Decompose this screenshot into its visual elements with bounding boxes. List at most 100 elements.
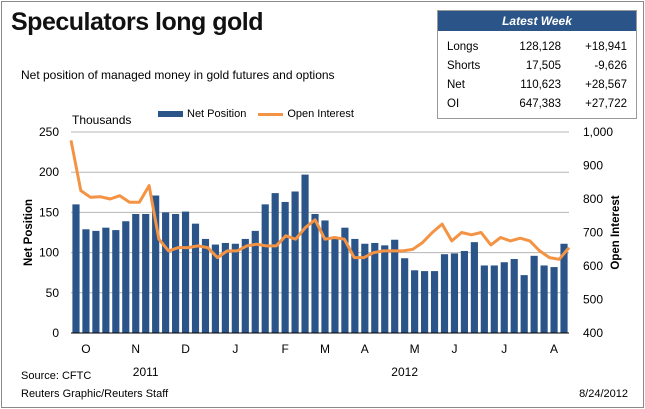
bar	[520, 275, 528, 333]
source-note: Source: CFTC	[21, 370, 92, 382]
bar	[560, 243, 568, 333]
y-right-tick-label: 400	[583, 326, 603, 340]
bar	[291, 191, 299, 333]
chart-subtitle: Net position of managed money in gold fu…	[21, 68, 335, 82]
bar	[341, 227, 349, 333]
bar	[221, 242, 229, 333]
y-right-tick-label: 800	[583, 192, 603, 206]
x-year-label: 2012	[391, 365, 418, 379]
latest-week-title: Latest Week	[438, 11, 636, 31]
bar	[430, 271, 439, 333]
bar	[162, 212, 170, 333]
row-label: OI	[447, 97, 460, 110]
bar	[181, 211, 190, 333]
row-value: 17,505	[525, 59, 561, 72]
bar	[142, 214, 150, 333]
x-month-label: J	[451, 342, 457, 356]
bar	[191, 223, 200, 333]
bar	[450, 253, 459, 333]
bar	[281, 201, 289, 333]
y-right-tick-label: 900	[583, 159, 603, 173]
credit-note: Reuters Graphic/Reuters Staff	[21, 388, 169, 400]
row-value: 128,128	[519, 40, 561, 53]
bar	[510, 259, 518, 333]
y-left-tick-label: 150	[39, 205, 59, 219]
bar	[122, 221, 130, 333]
bar	[92, 230, 100, 333]
row-value: 647,383	[519, 97, 561, 110]
bar	[391, 239, 399, 333]
units-label: Thousands	[72, 113, 132, 127]
bar	[460, 250, 469, 333]
bar	[371, 242, 379, 333]
y-right-tick-label: 700	[583, 226, 603, 240]
bar	[251, 230, 259, 333]
bar	[171, 214, 180, 333]
bar	[540, 265, 548, 333]
latest-week-row: Net 110,623 +28,567	[438, 75, 627, 94]
legend-bar-swatch	[158, 111, 183, 117]
y-right-tick-label: 600	[583, 259, 603, 273]
latest-week-table: Longs 128,128 +18,941 Shorts 17,505 -9,6…	[438, 37, 627, 113]
bar	[311, 214, 319, 333]
bar	[241, 238, 249, 333]
legend-open-interest: Open Interest	[287, 108, 354, 120]
legend-net-position: Net Position	[187, 108, 247, 120]
x-month-label: O	[81, 342, 90, 356]
x-month-label: N	[131, 342, 140, 356]
bar	[480, 265, 488, 333]
bar	[411, 270, 419, 333]
legend: Net Position Open Interest	[158, 108, 354, 120]
bar	[381, 245, 389, 333]
latest-week-row: Longs 128,128 +18,941	[438, 37, 627, 56]
latest-week-row: OI 647,383 +27,722	[438, 94, 627, 113]
y-left-tick-label: 100	[39, 246, 59, 260]
row-value: 110,623	[520, 78, 561, 91]
bar	[201, 238, 210, 333]
bar	[440, 254, 449, 333]
latest-week-box: Latest Week Longs 128,128 +18,941 Shorts…	[437, 10, 637, 119]
publish-date: 8/24/2012	[579, 388, 628, 400]
open-interest-line	[69, 140, 571, 261]
row-label: Shorts	[447, 59, 481, 72]
row-change: +28,567	[585, 78, 627, 91]
x-month-label: J	[232, 342, 238, 356]
bar	[271, 193, 279, 333]
chart-title: Speculators long gold	[11, 8, 264, 36]
bar	[490, 265, 498, 333]
row-label: Net	[447, 78, 465, 91]
bar	[211, 244, 220, 333]
y-left-axis-title: Net Position	[23, 199, 35, 266]
x-month-label: A	[550, 342, 558, 356]
y-right-axis-title: Open Interest	[610, 195, 622, 269]
bar	[72, 204, 80, 333]
x-month-label: M	[320, 342, 330, 356]
y-left-tick-label: 0	[52, 326, 59, 340]
bar	[420, 271, 429, 333]
y-left-tick-label: 200	[39, 165, 59, 179]
bar	[231, 243, 239, 333]
bar	[351, 238, 359, 333]
bar	[401, 258, 409, 333]
x-month-label: A	[361, 342, 369, 356]
bar	[550, 267, 558, 333]
y-right-tick-label: 1,000	[583, 125, 613, 139]
bar	[321, 220, 329, 333]
x-month-label: J	[501, 342, 507, 356]
x-year-label: 2011	[133, 365, 159, 379]
bar	[331, 238, 339, 333]
y-right-tick-label: 500	[583, 293, 603, 307]
latest-week-row: Shorts 17,505 -9,626	[438, 56, 627, 75]
bar	[500, 262, 508, 333]
x-month-label: D	[181, 342, 190, 356]
bar	[132, 214, 140, 333]
y-left-tick-label: 50	[46, 286, 60, 300]
bar	[530, 255, 538, 333]
legend-line-swatch	[258, 112, 284, 116]
bar	[102, 227, 110, 333]
bar	[112, 230, 120, 333]
y-left-tick-label: 250	[39, 125, 59, 139]
x-month-label: M	[410, 342, 420, 356]
